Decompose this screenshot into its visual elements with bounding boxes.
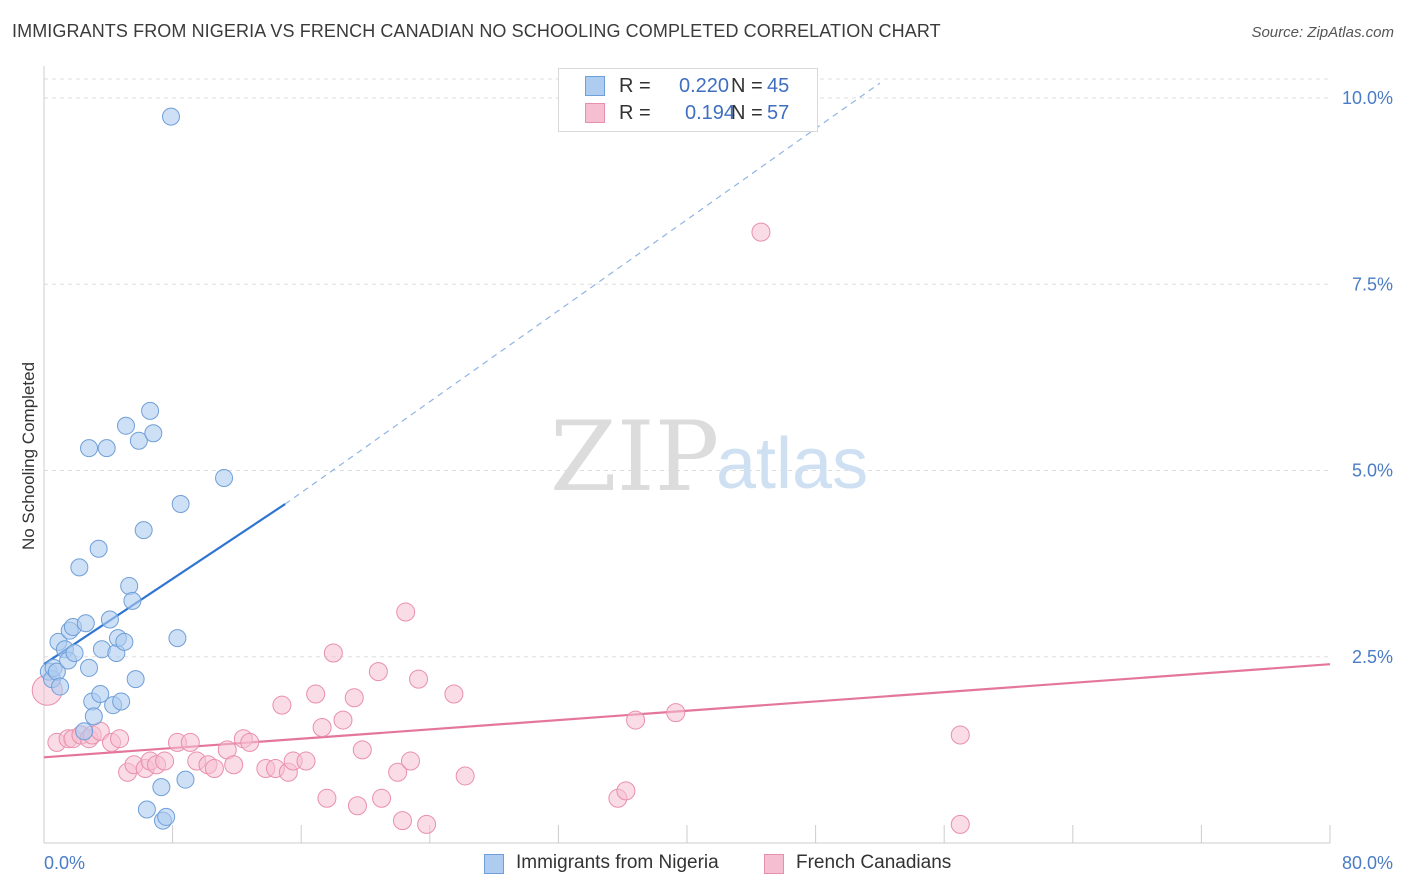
point-french-canadians xyxy=(272,695,292,715)
point-nigeria xyxy=(171,495,190,514)
point-french-canadians xyxy=(224,755,244,775)
legend: R = 0.220 N = 45 R = 0.194 N = 57 xyxy=(558,68,818,132)
point-french-canadians xyxy=(444,684,464,704)
point-french-canadians xyxy=(616,781,636,801)
trend-nigeria xyxy=(43,82,881,666)
point-french-canadians xyxy=(950,814,970,834)
bottom-legend-swatch-nigeria xyxy=(484,854,504,874)
legend-swatch-french-canadians xyxy=(585,103,605,123)
point-french-canadians xyxy=(666,703,686,723)
bottom-legend-label-nigeria: Immigrants from Nigeria xyxy=(516,852,719,873)
bottom-legend-label-french-canadians: French Canadians xyxy=(796,852,952,873)
point-french-canadians xyxy=(352,740,372,760)
legend-r-value: 0.220 xyxy=(679,74,730,97)
point-nigeria xyxy=(97,439,116,458)
point-nigeria xyxy=(116,416,135,435)
point-french-canadians xyxy=(417,814,437,834)
point-nigeria xyxy=(80,439,99,458)
y-tick-label: 7.5% xyxy=(1352,274,1393,294)
point-french-canadians xyxy=(409,669,429,689)
legend-n-label: N = xyxy=(731,74,763,97)
x-tick-labels: 0.0% 80.0% xyxy=(44,853,1393,873)
point-nigeria xyxy=(100,610,119,629)
legend-r-label: R = xyxy=(619,74,651,97)
y-tick-labels: 2.5% 5.0% 7.5% 10.0% xyxy=(1342,88,1393,667)
point-french-canadians xyxy=(401,751,421,771)
y-tick-label: 5.0% xyxy=(1352,461,1393,481)
point-nigeria xyxy=(51,677,70,696)
point-french-canadians xyxy=(950,725,970,745)
point-nigeria xyxy=(129,431,148,450)
watermark: ZIP atlas xyxy=(550,401,868,513)
point-nigeria xyxy=(76,614,95,633)
point-nigeria xyxy=(75,722,94,741)
point-french-canadians xyxy=(751,222,771,242)
point-nigeria xyxy=(120,576,139,595)
point-nigeria xyxy=(84,707,103,726)
point-french-canadians xyxy=(180,732,200,752)
point-french-canadians xyxy=(323,643,343,663)
point-french-canadians xyxy=(240,732,260,752)
points-french-canadians xyxy=(31,222,970,834)
point-french-canadians xyxy=(110,729,130,749)
point-french-canadians xyxy=(396,602,416,622)
trend-line-nigeria-extension xyxy=(284,82,881,505)
point-nigeria xyxy=(112,692,131,711)
bottom-legend-swatch-french-canadians xyxy=(764,854,784,874)
point-french-canadians xyxy=(306,684,326,704)
x-tick-label: 0.0% xyxy=(44,853,85,873)
point-french-canadians xyxy=(626,710,646,730)
point-french-canadians xyxy=(155,751,175,771)
point-french-canadians xyxy=(204,759,224,778)
point-french-canadians xyxy=(344,688,364,708)
point-nigeria xyxy=(168,629,187,648)
chart-title: IMMIGRANTS FROM NIGERIA VS FRENCH CANADI… xyxy=(12,21,941,41)
axes xyxy=(43,66,1331,844)
point-french-canadians xyxy=(372,788,392,808)
legend-r-value: 0.194 xyxy=(685,101,736,124)
point-nigeria xyxy=(115,632,134,651)
y-tick-label: 2.5% xyxy=(1352,647,1393,667)
point-french-canadians xyxy=(333,710,353,730)
point-french-canadians xyxy=(347,796,367,816)
point-french-canadians xyxy=(296,751,316,771)
point-nigeria xyxy=(134,521,153,540)
point-nigeria xyxy=(126,670,145,689)
watermark-atlas: atlas xyxy=(716,424,868,504)
point-french-canadians xyxy=(312,718,332,738)
legend-n-label: N = xyxy=(731,101,763,124)
point-nigeria xyxy=(89,539,108,558)
point-nigeria xyxy=(152,778,171,797)
legend-r-label: R = xyxy=(619,101,651,124)
point-nigeria xyxy=(157,807,176,826)
y-tick-label: 10.0% xyxy=(1342,88,1393,108)
point-french-canadians xyxy=(368,662,388,682)
source-label: Source: ZipAtlas.com xyxy=(1251,24,1394,41)
point-nigeria xyxy=(161,107,180,126)
point-nigeria xyxy=(144,424,163,443)
gridlines xyxy=(44,78,1330,658)
point-nigeria xyxy=(141,401,160,420)
legend-swatch-nigeria xyxy=(585,76,605,96)
point-french-canadians xyxy=(455,766,475,786)
point-nigeria xyxy=(176,770,195,789)
point-french-canadians xyxy=(388,762,408,782)
legend-n-value: 45 xyxy=(767,74,790,97)
point-nigeria xyxy=(137,800,156,819)
point-nigeria xyxy=(123,591,142,610)
point-nigeria xyxy=(80,658,99,677)
point-nigeria xyxy=(65,644,84,663)
legend-n-value: 57 xyxy=(767,101,790,124)
points-nigeria xyxy=(39,107,234,830)
point-nigeria xyxy=(91,685,110,703)
point-nigeria xyxy=(70,558,89,577)
point-french-canadians xyxy=(317,788,337,808)
x-tick-label: 80.0% xyxy=(1342,853,1393,873)
trend-line-nigeria xyxy=(43,503,286,666)
point-french-canadians xyxy=(392,811,412,831)
y-axis-label: No Schooling Completed xyxy=(19,362,38,550)
point-nigeria xyxy=(215,468,234,487)
watermark-zip: ZIP xyxy=(550,401,719,513)
